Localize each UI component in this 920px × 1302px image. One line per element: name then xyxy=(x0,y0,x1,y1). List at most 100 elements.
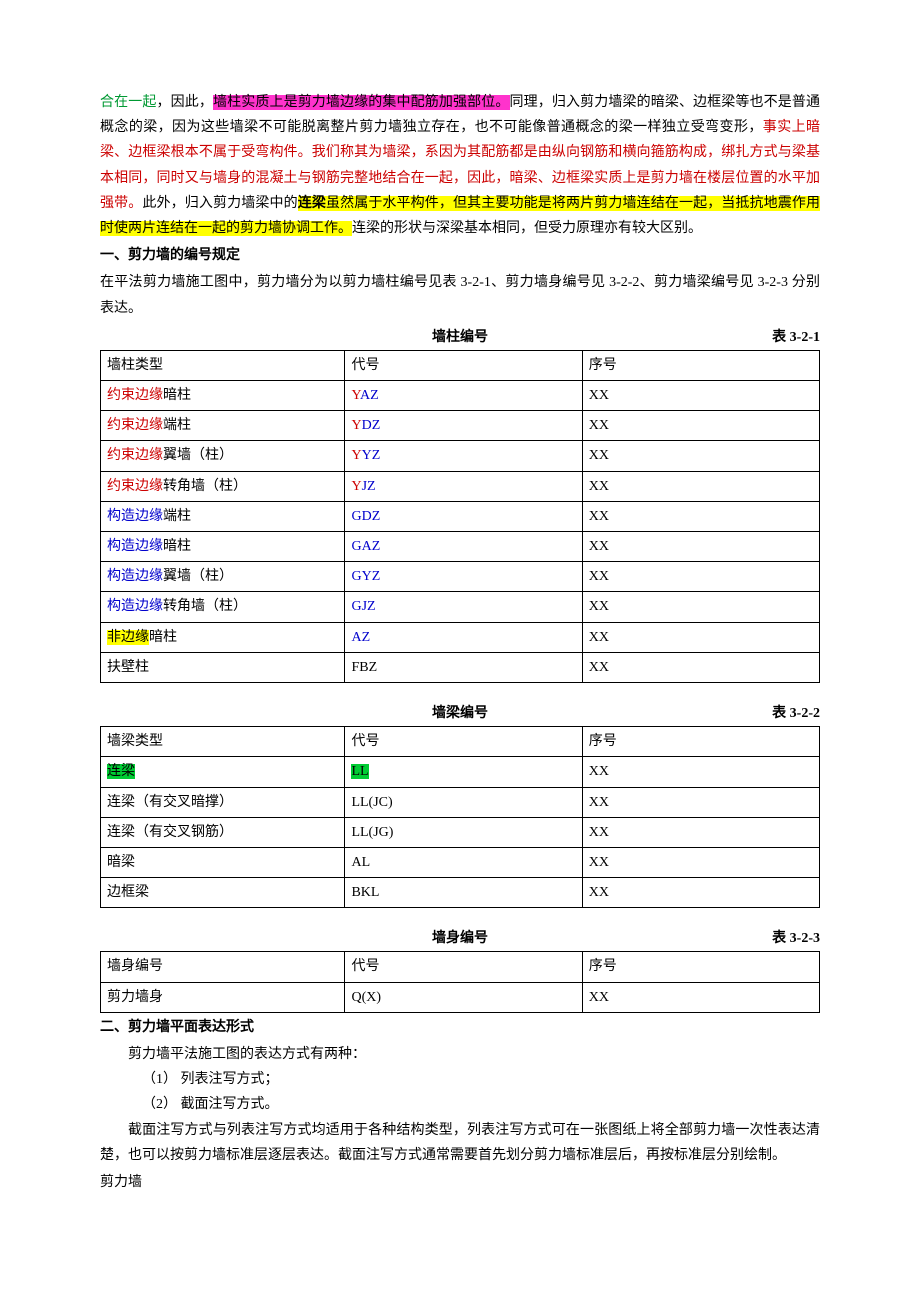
table3-title-row: 墙身编号 表 3-2-3 xyxy=(100,926,820,951)
table2-title-row: 墙梁编号 表 3-2-2 xyxy=(100,701,820,726)
cell-seq: XX xyxy=(582,757,819,787)
table2-title: 墙梁编号 xyxy=(210,701,710,726)
table-wall-body-code: 墙身编号 代号 序号 剪力墙身Q(X)XX xyxy=(100,951,820,1012)
section-heading-1: 一、剪力墙的编号规定 xyxy=(100,243,820,268)
text-seg: 此外，归入剪力墙梁中的 xyxy=(142,196,297,211)
cell-code: YDZ xyxy=(345,411,582,441)
table-row: 边框梁BKLXX xyxy=(101,878,820,908)
cell-seq: XX xyxy=(582,441,819,471)
cell-code: GJZ xyxy=(345,592,582,622)
cell-seq: XX xyxy=(582,652,819,682)
cell-code: Q(X) xyxy=(345,982,582,1012)
cell-type: 非边缘暗柱 xyxy=(101,622,345,652)
section-1-intro: 在平法剪力墙施工图中，剪力墙分为以剪力墙柱编号见表 3-2-1、剪力墙身编号见 … xyxy=(100,270,820,320)
table-row: 连梁（有交叉钢筋）LL(JG)XX xyxy=(101,817,820,847)
table-header-row: 墙柱类型 代号 序号 xyxy=(101,350,820,380)
cell-type: 构造边缘转角墙（柱） xyxy=(101,592,345,622)
table-row: 构造边缘暗柱GAZXX xyxy=(101,532,820,562)
table-header-row: 墙身编号 代号 序号 xyxy=(101,952,820,982)
cell-code: GYZ xyxy=(345,562,582,592)
table-header-row: 墙梁类型 代号 序号 xyxy=(101,727,820,757)
cell-type: 剪力墙身 xyxy=(101,982,345,1012)
cell-type: 暗梁 xyxy=(101,847,345,877)
cell-type: 约束边缘端柱 xyxy=(101,411,345,441)
th: 代号 xyxy=(345,350,582,380)
text-seg: 连梁的形状与深梁基本相同，但受力原理亦有较大区别。 xyxy=(352,221,702,236)
cell-seq: XX xyxy=(582,381,819,411)
table-row: 暗梁ALXX xyxy=(101,847,820,877)
cell-seq: XX xyxy=(582,562,819,592)
table-row: 扶壁柱FBZXX xyxy=(101,652,820,682)
cell-code: AZ xyxy=(345,622,582,652)
cell-seq: XX xyxy=(582,817,819,847)
cell-type: 构造边缘暗柱 xyxy=(101,532,345,562)
cell-type: 约束边缘转角墙（柱） xyxy=(101,471,345,501)
table-row: 约束边缘端柱YDZXX xyxy=(101,411,820,441)
cell-code: GAZ xyxy=(345,532,582,562)
section-heading-2: 二、剪力墙平面表达形式 xyxy=(100,1015,820,1040)
cell-type: 边框梁 xyxy=(101,878,345,908)
table-row: 构造边缘翼墙（柱）GYZXX xyxy=(101,562,820,592)
highlight-yellow: 连梁 xyxy=(298,196,326,211)
cell-code: LL(JC) xyxy=(345,787,582,817)
table1-title-row: 墙柱编号 表 3-2-1 xyxy=(100,325,820,350)
list-item-1: （1） 列表注写方式； xyxy=(100,1067,820,1092)
th: 序号 xyxy=(582,350,819,380)
cell-type: 连梁（有交叉暗撑） xyxy=(101,787,345,817)
p3: 剪力墙平法施工图的表达方式有两种： xyxy=(100,1042,820,1067)
th: 序号 xyxy=(582,952,819,982)
intro-paragraph: 合在一起，因此，墙柱实质上是剪力墙边缘的集中配筋加强部位。同理，归入剪力墙梁的暗… xyxy=(100,90,820,241)
cell-code: AL xyxy=(345,847,582,877)
cell-code: GDZ xyxy=(345,501,582,531)
table-row: 约束边缘翼墙（柱）YYZXX xyxy=(101,441,820,471)
cell-type: 约束边缘翼墙（柱） xyxy=(101,441,345,471)
cell-type: 扶壁柱 xyxy=(101,652,345,682)
cell-code: BKL xyxy=(345,878,582,908)
cell-seq: XX xyxy=(582,471,819,501)
th: 墙梁类型 xyxy=(101,727,345,757)
cell-code: YJZ xyxy=(345,471,582,501)
th: 墙身编号 xyxy=(101,952,345,982)
cell-seq: XX xyxy=(582,982,819,1012)
th: 序号 xyxy=(582,727,819,757)
cell-code: FBZ xyxy=(345,652,582,682)
table-wall-column-code: 墙柱类型 代号 序号 约束边缘暗柱YAZXX约束边缘端柱YDZXX约束边缘翼墙（… xyxy=(100,350,820,683)
th: 墙柱类型 xyxy=(101,350,345,380)
cell-code: YYZ xyxy=(345,441,582,471)
table-wall-beam-code: 墙梁类型 代号 序号 连梁LLXX连梁（有交叉暗撑）LL(JC)XX连梁（有交叉… xyxy=(100,726,820,908)
cell-seq: XX xyxy=(582,592,819,622)
p7: 剪力墙 xyxy=(100,1170,820,1195)
cell-seq: XX xyxy=(582,878,819,908)
cell-type: 构造边缘翼墙（柱） xyxy=(101,562,345,592)
cell-code: LL(JG) xyxy=(345,817,582,847)
cell-code: LL xyxy=(345,757,582,787)
cell-seq: XX xyxy=(582,847,819,877)
list-item-2: （2） 截面注写方式。 xyxy=(100,1092,820,1117)
cell-seq: XX xyxy=(582,787,819,817)
th: 代号 xyxy=(345,727,582,757)
table-row: 构造边缘转角墙（柱）GJZXX xyxy=(101,592,820,622)
table-row: 约束边缘暗柱YAZXX xyxy=(101,381,820,411)
cell-code: YAZ xyxy=(345,381,582,411)
cell-seq: XX xyxy=(582,411,819,441)
table-row: 连梁（有交叉暗撑）LL(JC)XX xyxy=(101,787,820,817)
cell-type: 约束边缘暗柱 xyxy=(101,381,345,411)
cell-type: 构造边缘端柱 xyxy=(101,501,345,531)
table3-title: 墙身编号 xyxy=(210,926,710,951)
table-row: 非边缘暗柱AZXX xyxy=(101,622,820,652)
table-row: 约束边缘转角墙（柱）YJZXX xyxy=(101,471,820,501)
text-seg: 合在一起 xyxy=(100,95,156,110)
table-row: 构造边缘端柱GDZXX xyxy=(101,501,820,531)
cell-seq: XX xyxy=(582,501,819,531)
table2-label: 表 3-2-2 xyxy=(710,701,820,726)
table3-label: 表 3-2-3 xyxy=(710,926,820,951)
cell-seq: XX xyxy=(582,532,819,562)
th: 代号 xyxy=(345,952,582,982)
table-row: 剪力墙身Q(X)XX xyxy=(101,982,820,1012)
text-seg: ，因此， xyxy=(156,95,212,110)
cell-seq: XX xyxy=(582,622,819,652)
cell-type: 连梁 xyxy=(101,757,345,787)
highlight-magenta: 墙柱实质上是剪力墙边缘的集中配筋加强部位。 xyxy=(213,95,510,110)
table-row: 连梁LLXX xyxy=(101,757,820,787)
table1-label: 表 3-2-1 xyxy=(710,325,820,350)
